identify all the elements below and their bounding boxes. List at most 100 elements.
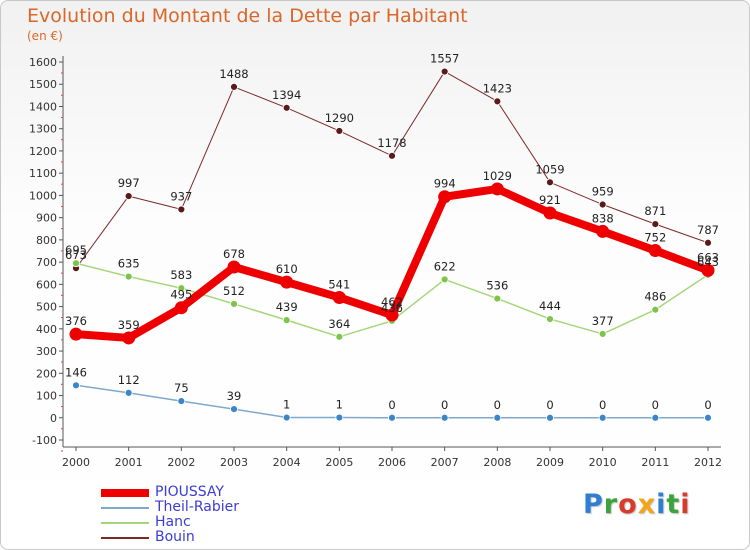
data-point-hanc: [177, 284, 186, 293]
y-tick-label: 1500: [29, 78, 57, 91]
y-tick-label: 600: [36, 278, 57, 291]
data-point-bouin: [704, 238, 712, 247]
data-point-pioussay: [596, 224, 610, 238]
y-tick-label: 700: [36, 256, 57, 269]
data-label-hanc: 486: [644, 290, 666, 304]
legend-label-bouin: Bouin: [155, 529, 195, 545]
data-point-hanc: [493, 294, 502, 303]
logo-letter: o: [618, 489, 638, 520]
y-tick-label: 800: [36, 234, 57, 247]
data-label-theil-rabier: 0: [546, 398, 553, 412]
data-point-theil-rabier: [493, 413, 502, 422]
data-label-pioussay: 359: [118, 318, 140, 332]
legend-item-hanc: Hanc: [101, 515, 239, 530]
data-point-hanc: [124, 272, 133, 281]
y-tick-label: 0: [50, 412, 57, 425]
data-label-hanc: 439: [276, 300, 298, 314]
legend-label-hanc: Hanc: [155, 514, 191, 530]
data-label-pioussay: 994: [434, 177, 456, 191]
data-label-pioussay: 610: [276, 262, 298, 276]
data-point-pioussay: [332, 290, 346, 304]
data-point-theil-rabier: [651, 413, 660, 422]
chart-subtitle: (en €): [27, 29, 63, 43]
data-point-pioussay: [122, 331, 136, 345]
data-point-bouin: [440, 67, 449, 76]
data-point-bouin: [493, 97, 502, 106]
data-label-theil-rabier: 1: [283, 398, 290, 412]
data-label-theil-rabier: 0: [704, 398, 711, 412]
data-point-theil-rabier: [704, 413, 712, 422]
data-label-bouin: 1178: [377, 136, 406, 150]
data-point-pioussay: [280, 275, 294, 289]
data-point-pioussay: [174, 301, 188, 315]
y-tick-label: 200: [36, 367, 57, 380]
data-point-theil-rabier: [282, 413, 291, 422]
data-point-bouin: [388, 151, 396, 160]
logo-letter: i: [656, 489, 667, 520]
data-label-theil-rabier: 0: [441, 398, 448, 412]
data-point-pioussay: [543, 206, 557, 220]
data-label-bouin: 787: [697, 223, 719, 237]
y-tick-label: 500: [36, 301, 57, 314]
data-label-theil-rabier: 146: [65, 365, 87, 379]
data-label-theil-rabier: 112: [118, 373, 140, 387]
data-label-hanc: 377: [592, 314, 614, 328]
y-tick-label: 400: [36, 323, 57, 336]
data-point-theil-rabier: [598, 413, 607, 422]
data-label-hanc: 364: [328, 317, 350, 331]
data-point-bouin: [230, 83, 238, 91]
data-label-hanc: 622: [434, 259, 456, 273]
data-label-theil-rabier: 39: [227, 389, 242, 403]
data-label-theil-rabier: 75: [174, 381, 189, 395]
data-label-theil-rabier: 0: [494, 398, 501, 412]
y-tick-label: 100: [36, 390, 57, 403]
legend-label-theil-rabier: Theil-Rabier: [155, 499, 240, 515]
y-tick-label: 900: [36, 212, 57, 225]
x-tick-label: 2007: [431, 456, 459, 469]
data-label-bouin: 1059: [535, 162, 564, 176]
x-tick-label: 2003: [220, 456, 248, 469]
data-point-bouin: [335, 127, 344, 135]
y-tick-label: 1600: [29, 56, 57, 69]
logo-letter: P: [583, 489, 604, 520]
data-label-bouin: 997: [118, 176, 140, 190]
data-label-bouin: 937: [170, 189, 192, 203]
data-point-hanc: [651, 305, 660, 314]
x-tick-label: 2006: [378, 456, 406, 469]
legend: PIOUSSAY Theil-Rabier Hanc Bouin: [101, 485, 239, 545]
data-point-theil-rabier: [388, 413, 396, 422]
data-point-theil-rabier: [72, 381, 80, 390]
proxiti-logo: Proxiti: [583, 489, 691, 520]
data-label-theil-rabier: 0: [388, 398, 395, 412]
data-label-pioussay: 376: [65, 314, 87, 328]
data-label-theil-rabier: 0: [599, 398, 606, 412]
data-point-theil-rabier: [440, 413, 449, 422]
y-tick-label: 1400: [29, 100, 57, 113]
data-point-theil-rabier: [177, 397, 186, 405]
y-tick-label: -100: [32, 434, 57, 447]
x-tick-label: 2011: [641, 456, 669, 469]
y-tick-label: 1200: [29, 145, 57, 158]
x-tick-label: 2005: [325, 456, 353, 469]
x-tick-label: 2001: [115, 456, 143, 469]
data-point-pioussay: [69, 327, 83, 341]
data-point-pioussay: [648, 244, 662, 258]
chart-title: Evolution du Montant de la Dette par Hab…: [27, 5, 468, 27]
y-tick-label: 1300: [29, 123, 57, 136]
data-point-bouin: [124, 192, 133, 200]
data-label-bouin: 959: [592, 185, 614, 199]
legend-swatch-hanc: [101, 521, 149, 524]
data-label-theil-rabier: 1: [336, 398, 343, 412]
data-point-pioussay: [701, 263, 715, 277]
data-label-bouin: 1394: [272, 88, 301, 102]
data-label-bouin: 1488: [219, 67, 248, 81]
data-label-bouin: 1423: [483, 81, 512, 95]
data-point-pioussay: [490, 182, 504, 196]
data-point-pioussay: [227, 260, 241, 274]
data-point-theil-rabier: [230, 405, 238, 413]
legend-item-pioussay: PIOUSSAY: [101, 485, 239, 500]
data-point-hanc: [598, 330, 607, 338]
data-point-theil-rabier: [124, 388, 133, 397]
